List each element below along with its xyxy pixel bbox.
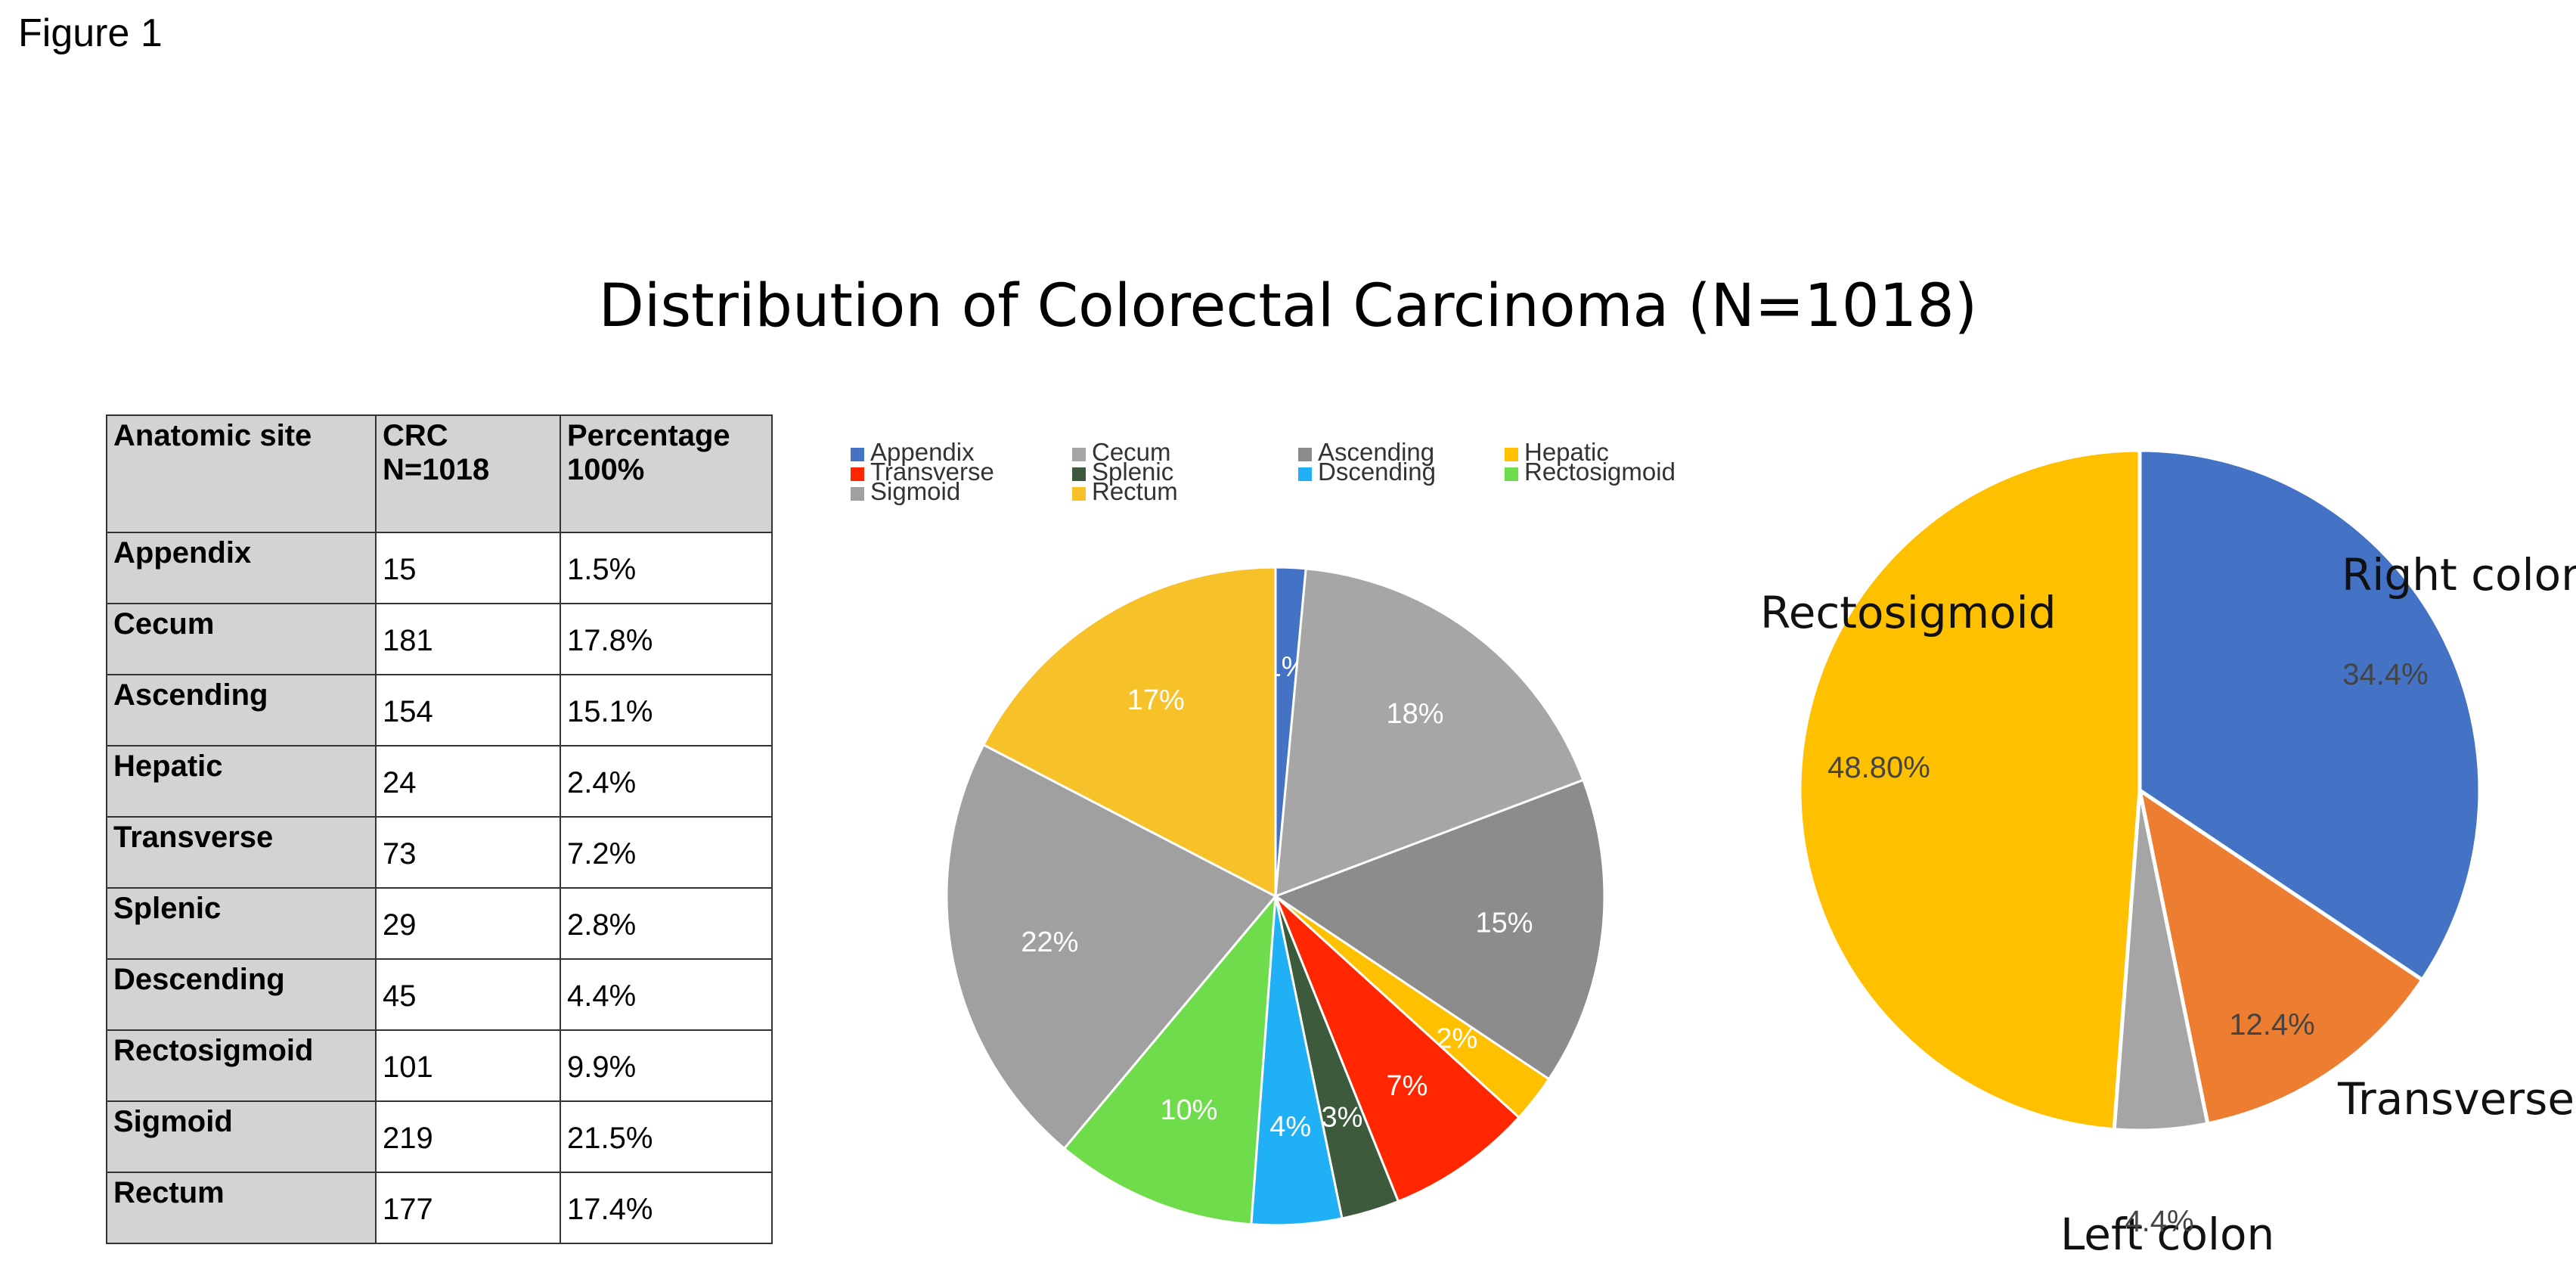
- header-crc-count: CRC N=1018: [375, 414, 561, 533]
- legend-swatch: [851, 448, 864, 461]
- table-cell-site: Hepatic: [106, 745, 377, 818]
- table-cell-site: Rectum: [106, 1172, 377, 1244]
- table-cell-count: 154: [375, 674, 561, 746]
- table-cell-site: Splenic: [106, 887, 377, 960]
- legend-label: Rectosigmoid: [1524, 458, 1675, 486]
- table-header-row: Anatomic site CRC N=1018 Percentage 100%: [106, 414, 773, 533]
- pie1-data-label: 3%: [1322, 1102, 1363, 1134]
- pie2-slice-rectosigmoid: [1797, 448, 2142, 1132]
- table-cell-site: Appendix: [106, 532, 377, 604]
- pie1-slice-ascending: [1273, 778, 1606, 1081]
- table-cell-count: 101: [375, 1029, 561, 1102]
- pie1-data-label: 4%: [1269, 1111, 1311, 1143]
- table-cell-count: 15: [375, 532, 561, 604]
- table-row: Splenic 29 2.8%: [106, 887, 773, 960]
- legend-label: Ascending: [1318, 438, 1434, 466]
- table-row: Transverse 73 7.2%: [106, 816, 773, 889]
- pie2-slice-transverse: [2137, 786, 2426, 1126]
- anatomic-site-table: Anatomic site CRC N=1018 Percentage 100%…: [106, 414, 773, 1244]
- table-cell-count: 181: [375, 603, 561, 675]
- header-percentage: Percentage 100%: [560, 414, 773, 533]
- table-cell-percentage: 2.8%: [560, 887, 773, 960]
- table-cell-percentage: 4.4%: [560, 958, 773, 1031]
- table-row: Appendix 15 1.5%: [106, 532, 773, 604]
- legend-swatch: [1072, 467, 1086, 481]
- table-cell-count: 219: [375, 1100, 561, 1173]
- legend-swatch: [1072, 448, 1086, 461]
- pie2-category-label: Left colon: [2060, 1209, 2274, 1260]
- legend-label: Cecum: [1092, 438, 1171, 466]
- table-cell-count: 29: [375, 887, 561, 960]
- legend-label: Splenic: [1092, 458, 1173, 486]
- table-cell-percentage: 2.4%: [560, 745, 773, 818]
- legend-label: Dscending: [1318, 458, 1436, 486]
- figure-label: Figure 1: [18, 11, 163, 55]
- legend-swatch: [1298, 448, 1312, 461]
- pie1-data-label: 7%: [1386, 1070, 1427, 1102]
- pie2-category-label: Right colon: [2342, 549, 2576, 601]
- pie1-slice-rectum: [981, 566, 1277, 899]
- table-cell-percentage: 9.9%: [560, 1029, 773, 1102]
- table-row: Hepatic 24 2.4%: [106, 745, 773, 818]
- pie1-slice-cecum: [1274, 567, 1585, 899]
- table-cell-site: Ascending: [106, 674, 377, 746]
- pie2-percent-label: 34.4%: [2342, 658, 2428, 691]
- legend-swatch: [1505, 467, 1518, 481]
- chart-title: Distribution of Colorectal Carcinoma (N=…: [598, 272, 1978, 340]
- table-cell-percentage: 17.8%: [560, 603, 773, 675]
- legend-label: Sigmoid: [870, 477, 960, 505]
- table-row: Sigmoid 219 21.5%: [106, 1100, 773, 1173]
- pie2-category-label: Transverse: [2337, 1073, 2574, 1125]
- table-cell-site: Transverse: [106, 816, 377, 889]
- pie1-data-label: 18%: [1387, 698, 1444, 730]
- table-cell-count: 73: [375, 816, 561, 889]
- pie1-data-label: 15%: [1475, 908, 1533, 939]
- table-cell-percentage: 1.5%: [560, 532, 773, 604]
- table-cell-percentage: 17.4%: [560, 1172, 773, 1244]
- table-row: Ascending 154 15.1%: [106, 674, 773, 746]
- legend-label: Hepatic: [1524, 438, 1609, 466]
- legend-label: Rectum: [1092, 477, 1178, 505]
- table-cell-count: 24: [375, 745, 561, 818]
- table-cell-percentage: 7.2%: [560, 816, 773, 889]
- pie1-data-label: 22%: [1021, 927, 1078, 958]
- pie2-slice-right-colon: [2137, 448, 2482, 983]
- legend-swatch: [1072, 487, 1086, 501]
- pie2-percent-label: 12.4%: [2229, 1008, 2314, 1041]
- legend-label: Transverse: [870, 458, 994, 486]
- table-cell-percentage: 15.1%: [560, 674, 773, 746]
- table-cell-count: 45: [375, 958, 561, 1031]
- pie1-data-label: 10%: [1160, 1094, 1217, 1126]
- table-cell-site: Sigmoid: [106, 1100, 377, 1173]
- legend-label: Appendix: [870, 438, 975, 466]
- table-row: Cecum 181 17.8%: [106, 603, 773, 675]
- table-row: Descending 45 4.4%: [106, 958, 773, 1031]
- pie2-percent-label: 48.80%: [1827, 751, 1930, 784]
- pie1-data-label: 17%: [1127, 684, 1185, 716]
- legend-swatch: [851, 487, 864, 501]
- legend-swatch: [851, 467, 864, 481]
- legend-swatch: [1298, 467, 1312, 481]
- pie2-percent-label: 4.4%: [2125, 1205, 2193, 1238]
- table-cell-site: Rectosigmoid: [106, 1029, 377, 1102]
- pie1-slice-sigmoid: [945, 743, 1278, 1150]
- pie2-category-label: Rectosigmoid: [1760, 587, 2057, 638]
- table-row: Rectosigmoid 101 9.9%: [106, 1029, 773, 1102]
- table-row: Rectum 177 17.4%: [106, 1172, 773, 1244]
- table-cell-count: 177: [375, 1172, 561, 1244]
- legend-swatch: [1505, 448, 1518, 461]
- pie1-slice-rectosigmoid: [1062, 892, 1277, 1226]
- table-cell-percentage: 21.5%: [560, 1100, 773, 1173]
- pie1-slice-transverse: [1274, 895, 1521, 1203]
- header-anatomic-site: Anatomic site: [106, 414, 377, 533]
- table-cell-site: Cecum: [106, 603, 377, 675]
- table-cell-site: Descending: [106, 958, 377, 1031]
